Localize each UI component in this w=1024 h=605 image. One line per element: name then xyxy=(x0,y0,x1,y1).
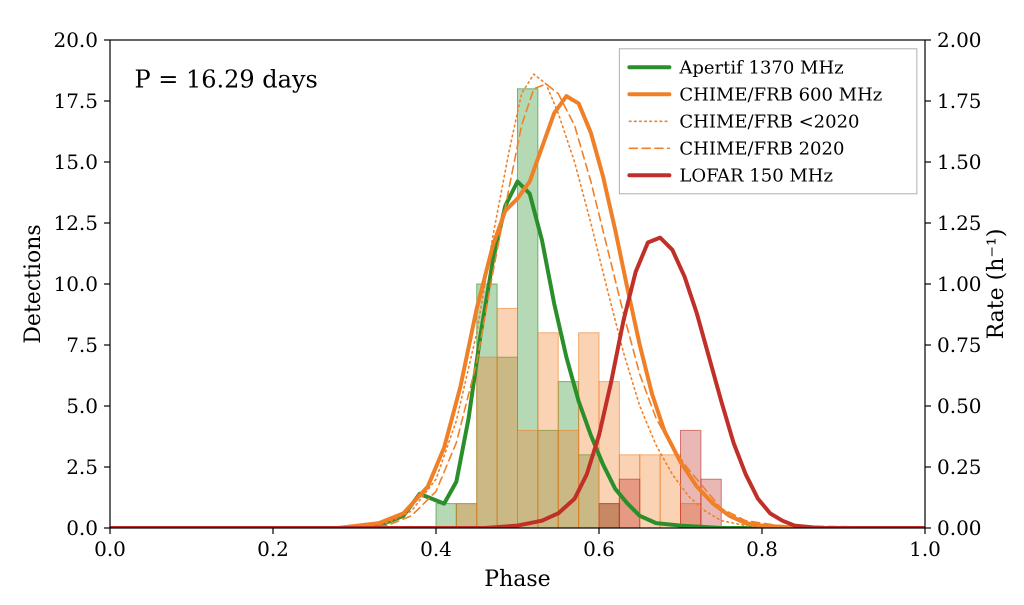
figure-stage: 0.0 0.2 0.4 0.6 0.8 1.0 Phase 0.0 2.5 5.0 7.5 10.0 1… xyxy=(0,0,1024,605)
y-right-tick-label: 2.00 xyxy=(937,28,982,52)
y-right-tick-label: 0.25 xyxy=(937,455,982,479)
y-left-tick-label: 10.0 xyxy=(53,272,98,296)
x-tick-label: 0.0 xyxy=(94,537,126,561)
y-right-axis-label: Rate (h⁻¹) xyxy=(984,229,1009,340)
y-right-tick-label: 0.75 xyxy=(937,333,982,357)
y-right-tick-label: 0.00 xyxy=(937,516,982,540)
legend-label: Apertif 1370 MHz xyxy=(678,58,843,79)
y-left-tick-label: 17.5 xyxy=(53,89,98,113)
y-left-tick-label: 7.5 xyxy=(66,333,98,357)
y-left-tick-label: 12.5 xyxy=(53,211,98,235)
period-annotation: P = 16.29 days xyxy=(134,65,317,93)
x-tick-label: 1.0 xyxy=(909,537,941,561)
y-right-tick-label: 1.50 xyxy=(937,150,982,174)
legend-label: CHIME/FRB 2020 xyxy=(679,139,844,160)
y-left-tick-label: 2.5 xyxy=(66,455,98,479)
x-tick-label: 0.8 xyxy=(746,537,778,561)
chart-svg: 0.0 0.2 0.4 0.6 0.8 1.0 Phase 0.0 2.5 5.0 7.5 10.0 1… xyxy=(0,0,1024,605)
y-left-tick-label: 20.0 xyxy=(53,28,98,52)
y-left-axis-label: Detections xyxy=(21,224,46,343)
x-tick-label: 0.4 xyxy=(420,537,452,561)
y-right-tick-label: 1.00 xyxy=(937,272,982,296)
x-tick-label: 0.6 xyxy=(583,537,615,561)
legend-label: CHIME/FRB <2020 xyxy=(679,112,859,133)
x-tick-label: 0.2 xyxy=(257,537,289,561)
legend-label: LOFAR 150 MHz xyxy=(679,166,833,187)
legend: Apertif 1370 MHz CHIME/FRB 600 MHz CHIME/F… xyxy=(619,49,916,194)
y-right-tick-label: 1.75 xyxy=(937,89,982,113)
y-right-tick-label: 1.25 xyxy=(937,211,982,235)
y-left-tick-label: 5.0 xyxy=(66,394,98,418)
x-axis-label: Phase xyxy=(484,567,550,592)
y-right-tick-label: 0.50 xyxy=(937,394,982,418)
y-left-tick-label: 0.0 xyxy=(66,516,98,540)
legend-label: CHIME/FRB 600 MHz xyxy=(679,85,882,106)
y-left-tick-label: 15.0 xyxy=(53,150,98,174)
